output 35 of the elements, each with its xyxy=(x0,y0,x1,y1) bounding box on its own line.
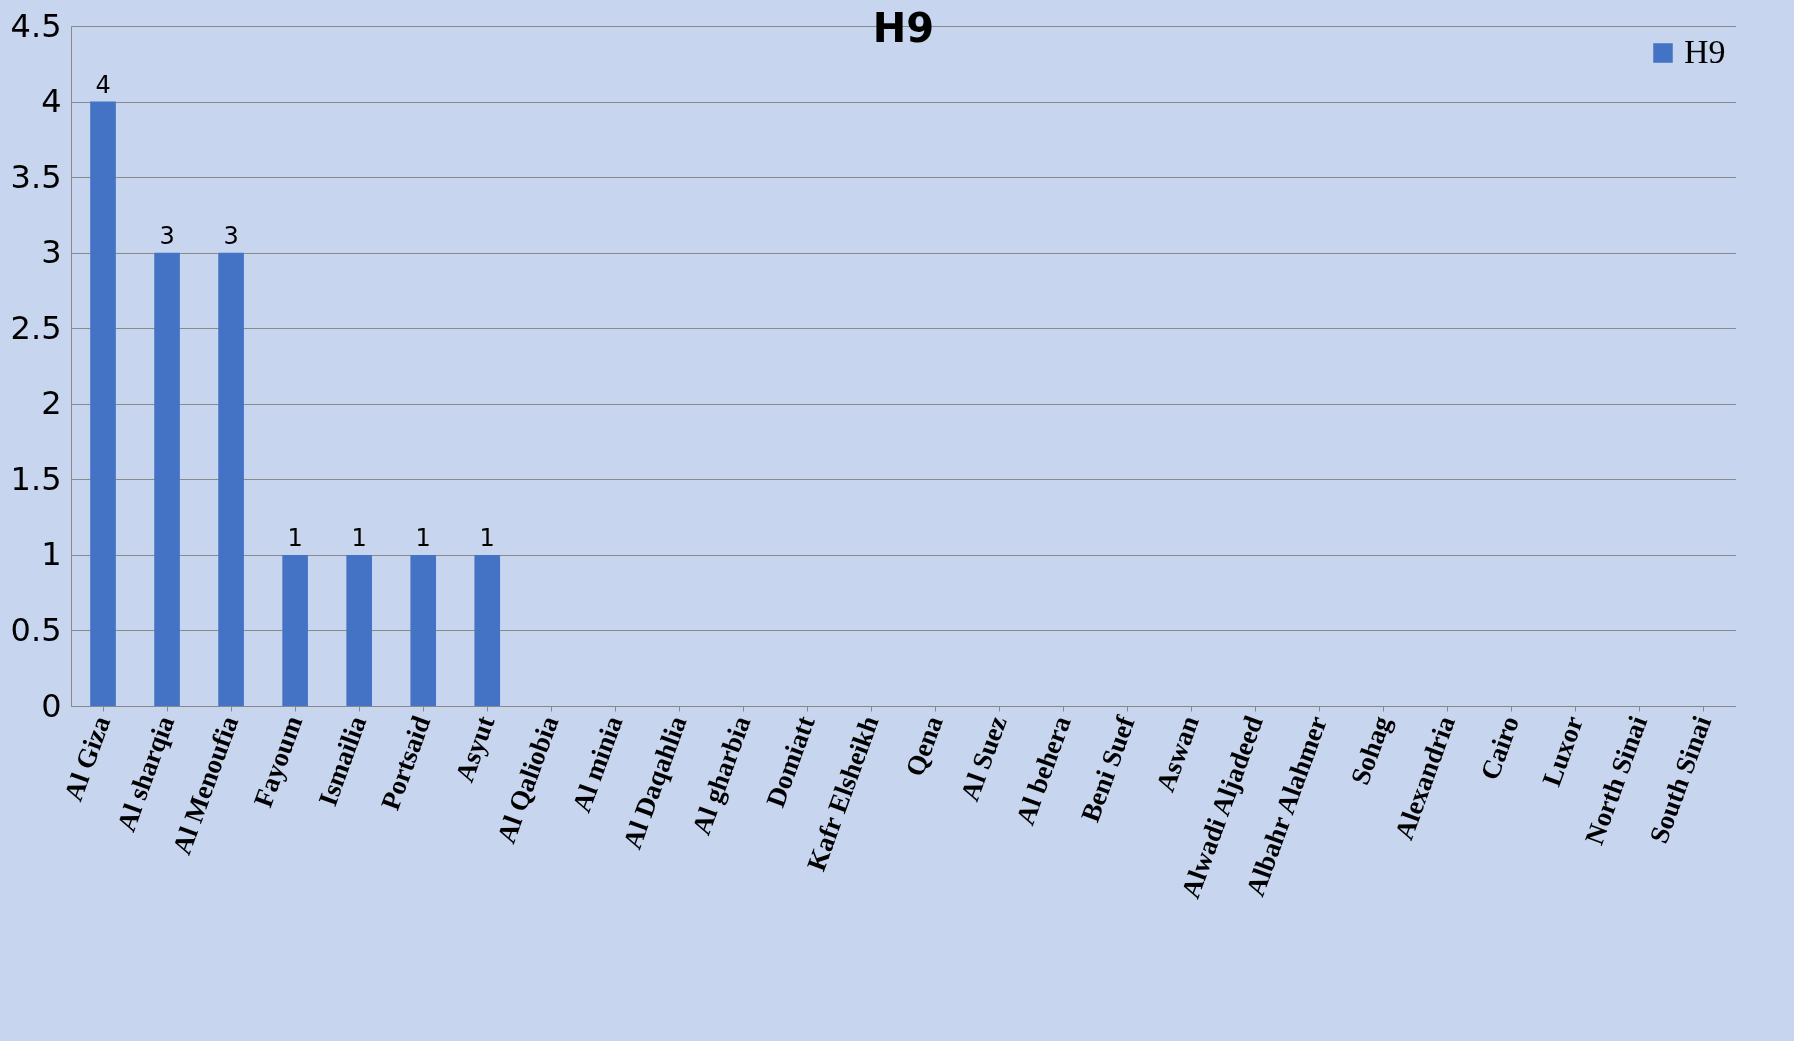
text: 1 xyxy=(479,523,495,552)
x-tick-label: Beni Suef xyxy=(1074,711,1142,826)
y-tick-label: 4.5 xyxy=(10,6,62,45)
bar xyxy=(474,554,501,706)
y-tick-label: 1 xyxy=(41,535,62,574)
y-tick-label: 4 xyxy=(41,82,62,121)
text: 3 xyxy=(223,221,239,250)
y-tick-label: 3.5 xyxy=(10,157,62,196)
x-tick-label: Luxor xyxy=(1536,712,1590,790)
y-tick-label: 3 xyxy=(41,233,62,272)
x-tick-label: Sohag xyxy=(1344,711,1398,789)
y-tick-label: 1.5 xyxy=(10,459,62,498)
bar xyxy=(154,252,180,706)
x-tick-label: Aswan xyxy=(1149,712,1205,796)
y-tick-label: 0 xyxy=(41,686,62,725)
text: 3 xyxy=(159,221,175,250)
text: 1 xyxy=(351,523,367,552)
bar xyxy=(90,101,116,706)
x-tick-label: Asyut xyxy=(449,712,501,786)
text: 1 xyxy=(415,523,431,552)
chart-title: H9 xyxy=(872,5,935,51)
x-tick-label: Cairo xyxy=(1474,712,1526,784)
bar xyxy=(346,554,372,706)
y-tick-label: 0.5 xyxy=(10,610,62,649)
bar xyxy=(218,252,244,706)
legend-label: H9 xyxy=(1684,33,1726,70)
x-tick-label: Qena xyxy=(899,711,949,781)
bar xyxy=(410,554,437,706)
x-tick-label: Al gharbia xyxy=(686,711,757,839)
bar xyxy=(282,554,308,706)
text: 4 xyxy=(95,70,111,99)
text: 1 xyxy=(287,523,303,552)
y-tick-label: 2 xyxy=(41,384,62,423)
y-tick-label: 2.5 xyxy=(10,308,62,347)
x-tick-label: Al minia xyxy=(566,711,629,817)
